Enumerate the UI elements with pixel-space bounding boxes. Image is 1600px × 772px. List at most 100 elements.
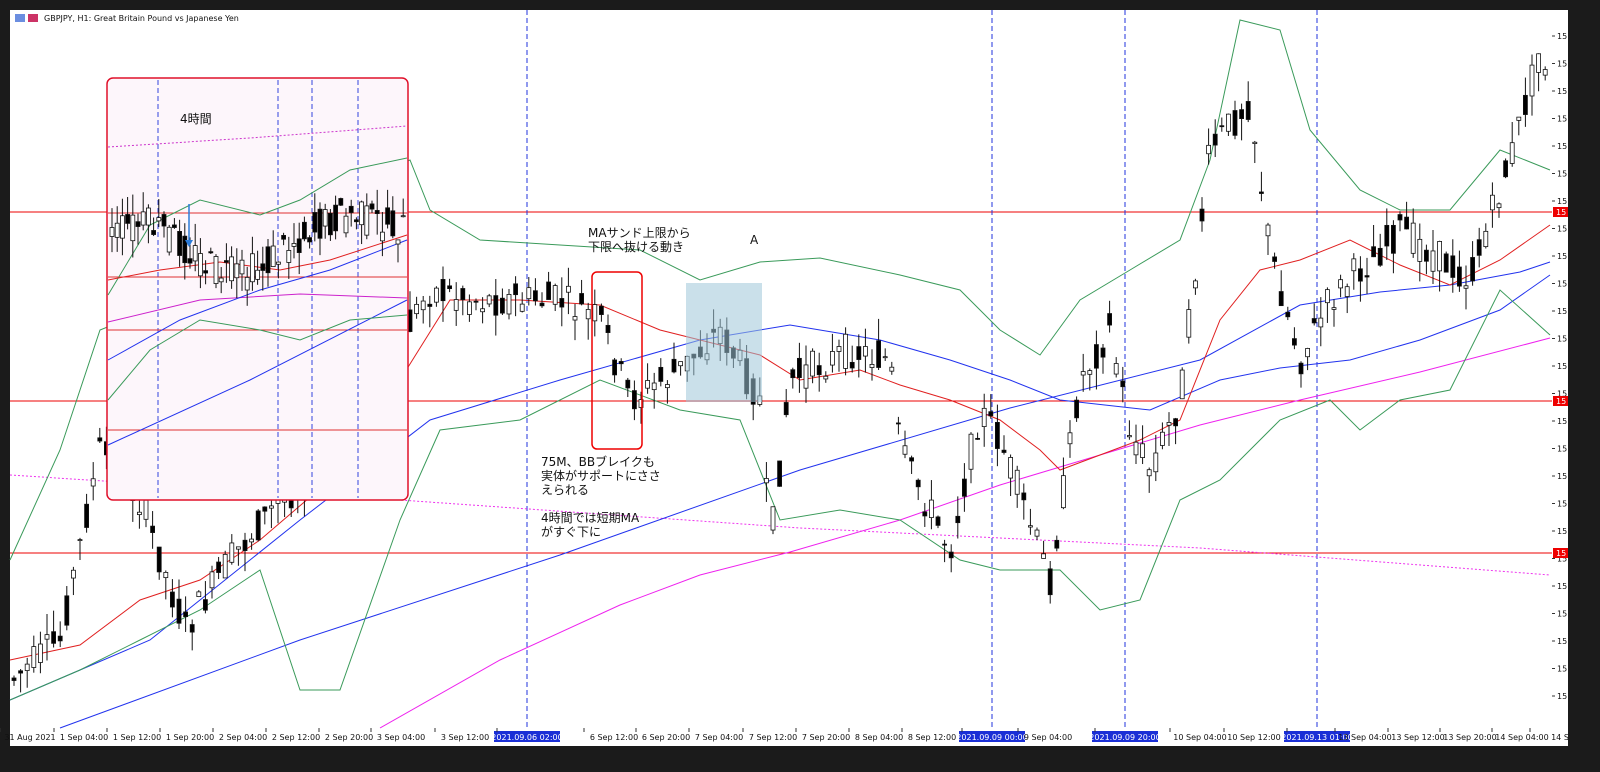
price-label: 15 — [1557, 665, 1567, 674]
candle-body — [268, 505, 274, 509]
candle-body — [625, 379, 631, 389]
price-tag-label: 15 — [1556, 549, 1566, 558]
price-label: 15 — [1557, 555, 1567, 564]
annotation: MAサンド上限から — [588, 226, 691, 240]
candle-body — [1417, 238, 1423, 262]
candle-body — [1377, 247, 1383, 266]
candle-body — [169, 591, 175, 608]
candle-body — [1067, 432, 1073, 445]
time-label: 10 Sep 12:00 — [1227, 733, 1280, 742]
candle-body — [395, 239, 401, 245]
candle-body — [902, 445, 908, 455]
candle-body — [1272, 256, 1277, 262]
candle-body — [301, 221, 307, 240]
candle-body — [1014, 469, 1020, 495]
candle-body — [262, 506, 268, 512]
candle-body — [671, 358, 677, 373]
candle-body — [836, 346, 842, 352]
candle-body — [1160, 431, 1165, 446]
candle-body — [843, 333, 848, 369]
candle-body — [605, 324, 611, 333]
candle-body — [187, 258, 193, 264]
candle-body — [1338, 279, 1343, 289]
candle-body — [896, 422, 901, 425]
candle-body — [823, 375, 829, 380]
candle-body — [1166, 422, 1172, 426]
candle-body — [790, 369, 796, 379]
price-label: 15 — [1557, 280, 1567, 289]
candle-body — [348, 205, 354, 213]
price-label: 15 — [1557, 115, 1567, 124]
candle-body — [889, 366, 895, 372]
candle-body — [1523, 94, 1528, 115]
price-tag-label: 15 — [1556, 208, 1566, 217]
price-label: 15 — [1557, 472, 1567, 481]
candle-body — [440, 279, 446, 302]
candle-body — [473, 300, 479, 303]
candle-body — [156, 546, 162, 573]
annotation: 75M、BBブレイクも — [541, 454, 655, 469]
candle-body — [359, 201, 365, 226]
time-label: 1 Sep 20:00 — [166, 733, 214, 742]
candle-body — [539, 302, 545, 307]
candle-body — [1292, 338, 1297, 346]
axes: 31 Aug 2021 1 Sep 04:00 1 Sep 12:00 1 Sep 2… — [0, 32, 1569, 742]
candle-body — [546, 281, 551, 300]
annotation: がすぐ下に — [541, 524, 601, 539]
candle-body — [1318, 317, 1324, 328]
bb-lower — [9, 289, 1551, 701]
candle-body — [1087, 370, 1093, 375]
time-label: 1 Sep 04:00 — [60, 733, 108, 742]
candle-body — [599, 305, 604, 315]
candle-body — [566, 285, 571, 293]
candle-body — [988, 411, 994, 417]
candle-body — [1127, 435, 1132, 438]
candle-body — [1391, 224, 1396, 254]
candle-body — [981, 407, 987, 427]
candle-body — [1212, 133, 1218, 146]
candle-body — [1450, 255, 1456, 278]
candle-body — [1298, 362, 1304, 375]
candle-body — [1140, 443, 1145, 458]
candle-body — [433, 287, 439, 303]
annotation: 4時間では短期MA — [541, 511, 640, 525]
candle-body — [1305, 348, 1310, 358]
candle-body — [929, 499, 934, 518]
candle-body — [156, 217, 162, 222]
time-highlight — [1092, 731, 1158, 742]
candle-body — [176, 598, 182, 624]
candle-body — [1430, 250, 1436, 272]
candle-body — [869, 363, 875, 368]
candle-body — [31, 646, 37, 668]
candle-body — [513, 283, 518, 296]
time-label: 13 Sep 20:00 — [1443, 733, 1496, 742]
candle-body — [213, 256, 219, 284]
candle-body — [810, 350, 815, 377]
break-box — [591, 271, 643, 450]
candle-body — [1331, 307, 1337, 310]
price-tag — [1553, 207, 1568, 217]
candle-body — [249, 253, 255, 283]
candle-body — [1219, 125, 1225, 128]
candle-body — [222, 553, 228, 579]
candle-body — [369, 203, 375, 210]
candle-body — [1245, 101, 1251, 120]
candle-body — [177, 231, 183, 256]
candle-body — [579, 293, 584, 305]
candle-body — [1404, 216, 1409, 230]
candle-body — [460, 288, 466, 301]
candle-body — [1457, 266, 1462, 287]
time-label: 3 Sep 04:00 — [377, 733, 425, 742]
candle-body — [935, 516, 941, 526]
candle-body — [57, 635, 63, 642]
time-label: 6 Sep 12:00 — [590, 733, 638, 742]
candle-body — [1054, 539, 1060, 549]
candle-body — [229, 256, 235, 282]
candle-body — [1542, 69, 1548, 76]
price-label: 15 — [1557, 197, 1567, 206]
candle-body — [307, 237, 313, 243]
candle-body — [1364, 275, 1370, 278]
price-label: 15 — [1557, 692, 1567, 701]
candle-body — [208, 251, 214, 254]
candle-body — [286, 250, 292, 263]
